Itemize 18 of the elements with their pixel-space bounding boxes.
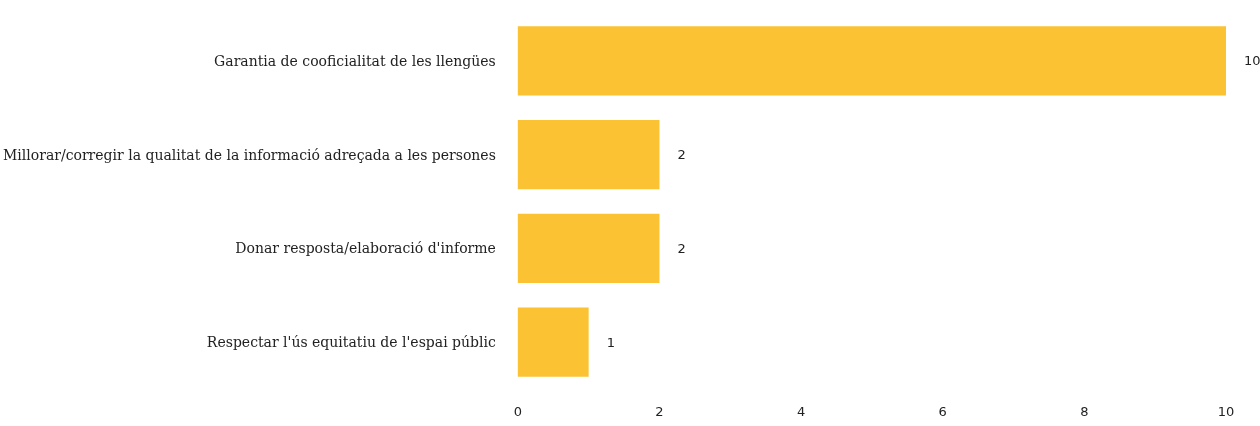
x-tick-label: 10 [1217,404,1235,419]
x-tick-label: 4 [796,404,806,419]
y-tick-label: Millorar/corregir la qualitat de la informació adreçada a les persones [3,146,496,163]
y-tick-label: Respectar l'ús equitatiu de l'espai públic [206,334,496,351]
bar [517,307,589,377]
data-label: 2 [677,240,686,256]
y-tick-label: Garantia de cooficialitat de les llengües [214,52,496,69]
y-tick-label: Donar resposta/elaboració d'informe [235,240,496,257]
data-label: 1 [606,334,615,350]
bar [517,213,660,284]
bar [517,119,660,190]
x-tick-label: 6 [938,404,947,419]
x-tick-label: 8 [1080,404,1089,419]
data-label: 10 [1244,53,1260,69]
bar [517,26,1226,96]
x-tick-label: 0 [513,404,522,419]
x-tick-label: 2 [655,404,664,419]
data-label: 2 [677,147,686,163]
